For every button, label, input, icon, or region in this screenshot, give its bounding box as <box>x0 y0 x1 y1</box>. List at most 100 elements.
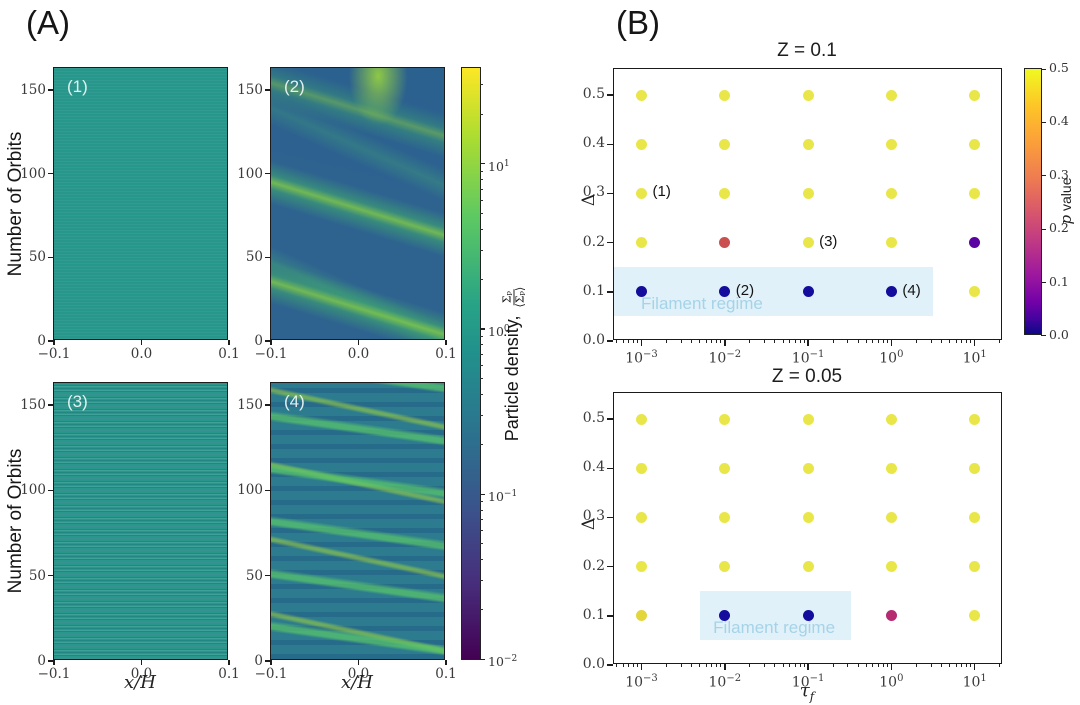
x-minor-tick <box>955 663 957 667</box>
x-minor-tick <box>999 663 1001 667</box>
data-point <box>635 561 647 573</box>
colorbar-tick-label: 10−2 <box>488 654 518 670</box>
y-tick <box>607 418 613 420</box>
x-tick-label: −0.1 <box>254 346 288 362</box>
data-point <box>719 561 731 573</box>
y-tick-label: 0.3 <box>582 508 605 525</box>
colorbar-p-value-label: p value <box>1057 178 1075 225</box>
x-minor-tick <box>637 663 639 667</box>
colorbar-minor-tick <box>480 249 483 251</box>
data-point <box>802 413 814 425</box>
x-axis-label-tau: τf <box>800 680 814 704</box>
x-tick <box>357 340 360 345</box>
colorbar-tick-label: 100 <box>488 323 510 340</box>
x-tick-label: 0.0 <box>347 346 370 362</box>
colorbar-tick <box>1041 282 1046 284</box>
data-point <box>885 187 897 199</box>
x-axis-label-xh-right: x/H <box>341 672 373 693</box>
colorbar-p-value: 0.0 0.1 0.2 0.3 0.4 0.5 <box>1024 61 1069 342</box>
data-point <box>969 187 981 199</box>
scatter-title-z01: Z = 0.1 <box>777 40 837 61</box>
colorbar-minor-tick <box>480 443 483 445</box>
heatmap-run4-label: (4) <box>284 392 305 411</box>
x-tick-label: 10−1 <box>791 349 825 367</box>
colorbar-minor-tick <box>480 543 483 545</box>
x-tick <box>890 340 893 346</box>
x-minor-tick <box>615 663 617 667</box>
y-tick-label: 0 <box>37 333 46 349</box>
y-tick <box>607 291 613 293</box>
x-minor-tick <box>847 663 849 667</box>
y-tick-label: 0.5 <box>582 410 605 427</box>
colorbar-minor-tick <box>480 179 483 181</box>
x-minor-tick <box>872 663 874 667</box>
colorbar-tick <box>1041 228 1046 230</box>
x-tick <box>807 340 809 346</box>
data-point <box>635 610 647 622</box>
data-point <box>885 89 897 101</box>
y-tick <box>48 660 53 662</box>
y-tick <box>48 489 53 492</box>
x-tick <box>890 664 893 670</box>
y-tick-label: 0 <box>37 653 46 669</box>
data-point <box>969 511 981 523</box>
x-tick-label: 10−1 <box>791 673 825 691</box>
y-tick <box>48 340 53 342</box>
y-tick <box>607 664 613 666</box>
data-point <box>885 413 897 425</box>
y-tick <box>265 340 270 342</box>
colorbar-tick-label: 10−1 <box>488 489 518 505</box>
x-minor-tick <box>832 663 834 667</box>
y-tick-label: 0 <box>254 653 263 669</box>
x-minor-tick <box>691 663 693 667</box>
x-minor-tick <box>955 339 957 343</box>
colorbar-minor-tick <box>480 414 483 416</box>
x-tick <box>973 340 976 346</box>
x-minor-tick <box>764 663 766 667</box>
x-minor-tick <box>637 339 639 343</box>
data-point <box>802 286 814 298</box>
x-tick-label: 101 <box>962 349 987 367</box>
data-point <box>802 561 814 573</box>
data-point <box>969 561 981 573</box>
x-minor-tick <box>622 663 624 667</box>
data-point <box>719 610 731 622</box>
x-tick-label: −0.1 <box>254 666 288 682</box>
x-minor-tick <box>847 339 849 343</box>
x-minor-tick <box>930 339 932 343</box>
y-tick <box>48 89 53 91</box>
filament-regime-label: Filament regime <box>713 618 836 638</box>
colorbar-minor-tick <box>480 336 483 338</box>
data-point <box>885 237 897 249</box>
colorbar-tick-label: 0.3 <box>1049 166 1069 182</box>
y-tick-label: 100 <box>237 482 263 499</box>
x-tick-label: 0.1 <box>218 666 240 682</box>
data-point <box>719 138 731 150</box>
y-tick <box>265 404 270 406</box>
x-minor-tick <box>941 663 943 667</box>
x-minor-tick <box>749 663 751 667</box>
x-minor-tick <box>716 663 718 667</box>
x-minor-tick <box>628 663 630 667</box>
x-tick <box>270 340 272 345</box>
heatmap-run3: (3) 0 50 100 150 −0.1 0.0 0.1 <box>20 382 240 682</box>
data-point <box>885 286 897 298</box>
data-point <box>802 89 814 101</box>
y-tick-label: 0 <box>254 333 263 349</box>
y-tick <box>607 94 613 96</box>
data-point <box>969 138 981 150</box>
x-tick-label: 0.0 <box>130 346 153 362</box>
x-minor-tick <box>691 339 693 343</box>
x-tick <box>973 664 976 670</box>
x-tick-label: 0.0 <box>130 666 153 682</box>
x-tick <box>807 664 809 670</box>
heatmap-run1-label: (1) <box>67 77 88 96</box>
y-tick-label: 50 <box>245 249 263 266</box>
y-tick-label: 0.1 <box>582 606 605 623</box>
data-point <box>969 89 981 101</box>
x-tick-label: 0.0 <box>347 666 370 682</box>
data-point <box>635 187 647 199</box>
x-minor-tick <box>705 663 707 667</box>
heatmap-run4: (4) 0 50 100 150 −0.1 0.0 0.1 <box>237 382 457 682</box>
y-axis-label-orbits-top: Number of Orbits <box>5 131 26 277</box>
